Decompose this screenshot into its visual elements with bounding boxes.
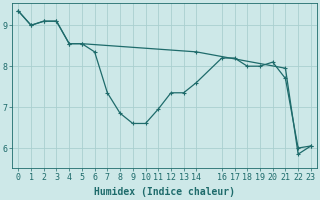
- X-axis label: Humidex (Indice chaleur): Humidex (Indice chaleur): [94, 187, 235, 197]
